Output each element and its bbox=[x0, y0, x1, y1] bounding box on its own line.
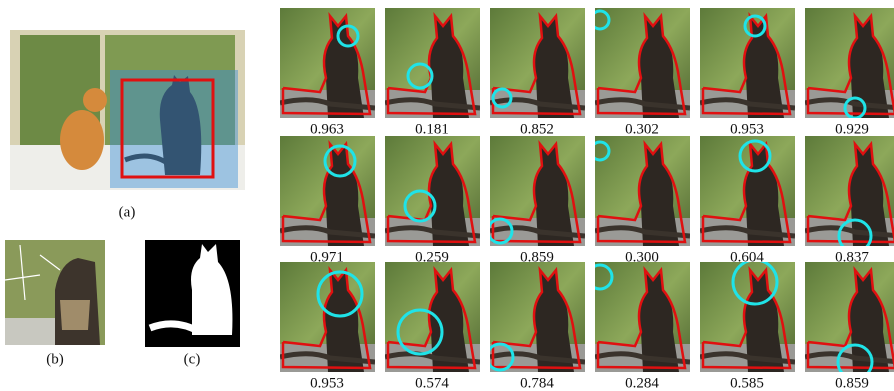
result-tile: 0.971 bbox=[280, 136, 375, 265]
result-tile: 0.953 bbox=[280, 262, 375, 391]
tile-image bbox=[490, 262, 585, 372]
tile-frame bbox=[591, 136, 690, 246]
tile-image bbox=[280, 262, 375, 372]
score-label: 0.963 bbox=[310, 121, 344, 137]
panel-a-image bbox=[10, 30, 245, 190]
result-tile: 0.859 bbox=[488, 136, 585, 265]
result-tile: 0.929 bbox=[805, 8, 894, 137]
panel-label: (a) bbox=[119, 204, 136, 220]
result-tile: 0.784 bbox=[487, 262, 585, 391]
result-tile: 0.953 bbox=[700, 8, 795, 137]
result-tile: 0.604 bbox=[700, 136, 795, 265]
panel-c-image bbox=[145, 240, 240, 347]
score-label: 0.953 bbox=[310, 375, 344, 391]
score-label: 0.953 bbox=[730, 121, 764, 137]
score-label: 0.284 bbox=[625, 375, 659, 391]
tile-image bbox=[700, 136, 795, 246]
score-label: 0.784 bbox=[520, 375, 554, 391]
score-label: 0.585 bbox=[730, 375, 764, 391]
tile-frame bbox=[488, 136, 585, 246]
tile-frame bbox=[591, 8, 690, 118]
panel-label: (b) bbox=[46, 351, 64, 367]
score-label: 0.929 bbox=[835, 121, 869, 137]
result-tile: 0.302 bbox=[591, 8, 690, 137]
tile-image bbox=[385, 136, 480, 246]
tile-image bbox=[700, 8, 795, 118]
score-label: 0.181 bbox=[415, 121, 449, 137]
tile-frame bbox=[805, 8, 894, 118]
tile-frame bbox=[280, 262, 375, 372]
tile-image bbox=[700, 262, 795, 372]
panel-label: (c) bbox=[184, 351, 201, 367]
tile-frame bbox=[385, 262, 480, 372]
figure: (a) (b) (c) 0.963 0.181 0.852 0.302 0.953 0.929… bbox=[0, 0, 894, 391]
tile-frame bbox=[385, 8, 480, 118]
tile-image bbox=[385, 262, 480, 372]
tile-image bbox=[280, 8, 375, 118]
tile-frame bbox=[280, 136, 375, 246]
result-tile: 0.585 bbox=[700, 260, 795, 391]
result-tile: 0.574 bbox=[385, 262, 480, 391]
panel-b-image bbox=[5, 240, 105, 345]
tile-image bbox=[805, 136, 894, 246]
tile-image bbox=[385, 8, 480, 118]
score-label: 0.859 bbox=[835, 375, 869, 391]
tile-frame bbox=[805, 136, 894, 252]
result-tile: 0.181 bbox=[385, 8, 480, 137]
tile-frame bbox=[487, 262, 585, 372]
tile-frame bbox=[280, 8, 375, 118]
tile-frame bbox=[805, 262, 894, 379]
tile-frame bbox=[588, 262, 690, 372]
result-tile: 0.852 bbox=[490, 8, 585, 137]
score-label: 0.852 bbox=[520, 121, 554, 137]
result-tile: 0.859 bbox=[805, 262, 894, 391]
result-tile: 0.963 bbox=[280, 8, 375, 137]
score-label: 0.574 bbox=[415, 375, 449, 391]
tile-frame bbox=[700, 8, 795, 118]
tile-image bbox=[805, 262, 894, 372]
tile-image bbox=[490, 136, 585, 246]
score-label: 0.302 bbox=[625, 121, 659, 137]
tile-frame bbox=[700, 136, 795, 246]
tile-image bbox=[595, 262, 690, 372]
result-tile: 0.259 bbox=[385, 136, 480, 265]
result-tile: 0.284 bbox=[588, 262, 690, 391]
result-tile: 0.300 bbox=[591, 136, 690, 265]
result-tile: 0.837 bbox=[805, 136, 894, 265]
tile-frame bbox=[385, 136, 480, 246]
tile-image bbox=[490, 8, 585, 118]
tile-frame bbox=[700, 260, 795, 372]
tile-frame bbox=[490, 8, 585, 118]
